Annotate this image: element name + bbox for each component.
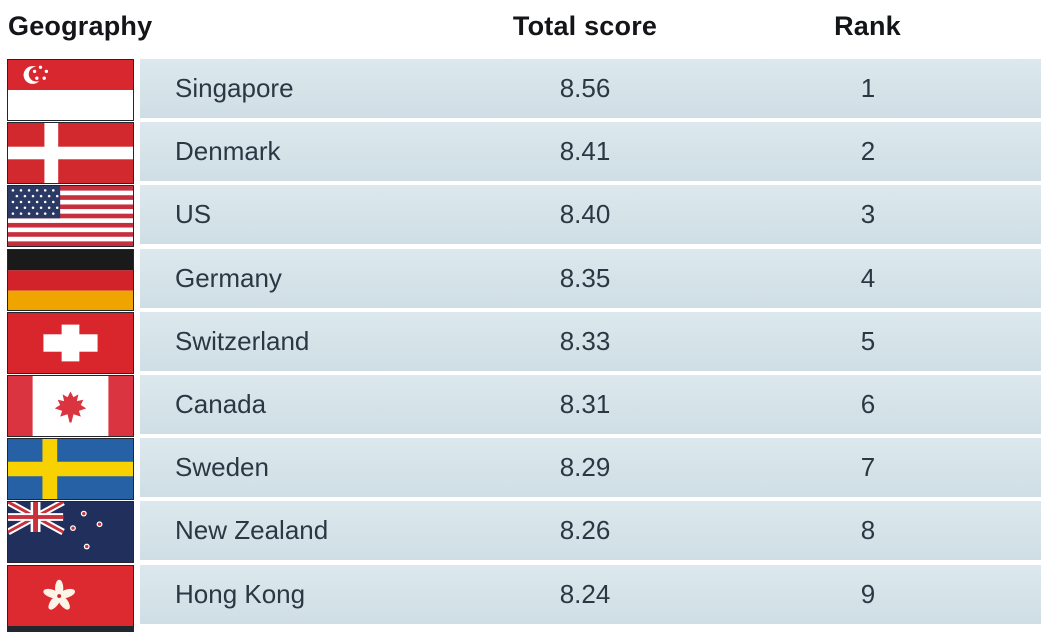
- table-row: Denmark 8.41 2: [0, 122, 1041, 185]
- sweden-flag-icon: [7, 438, 134, 501]
- country-name: Singapore: [175, 73, 294, 103]
- table-row: Canada 8.31 6: [0, 375, 1041, 438]
- canada-flag-icon: [7, 375, 134, 437]
- table-row: Switzerland 8.33 5: [0, 311, 1041, 375]
- country-name: Hong Kong: [175, 578, 306, 609]
- total-score-value: 8.56: [559, 73, 611, 103]
- column-header-total-score: Total score: [512, 11, 658, 41]
- row-band: Germany 8.35 4: [140, 248, 1041, 308]
- row-band: Singapore 8.56 1: [140, 59, 1041, 118]
- country-name: Sweden: [175, 452, 269, 483]
- table-row: Singapore 8.56 1: [0, 59, 1041, 122]
- singapore-flag-icon: [7, 59, 134, 121]
- rank-value: 8: [860, 515, 876, 546]
- rank-value: 9: [860, 578, 876, 609]
- total-score-value: 8.31: [559, 389, 611, 419]
- partial-next-flag-icon: [7, 627, 134, 632]
- new-zealand-flag-icon: [7, 501, 134, 564]
- us-flag-icon: [7, 185, 134, 248]
- row-band: Canada 8.31 6: [140, 375, 1041, 434]
- total-score-value: 8.41: [559, 136, 611, 167]
- country-name: Germany: [175, 262, 282, 293]
- rank-value: 6: [860, 389, 876, 419]
- total-score-value: 8.40: [559, 199, 611, 230]
- row-band: Denmark 8.41 2: [140, 122, 1041, 182]
- country-name: Denmark: [175, 136, 281, 167]
- total-score-value: 8.29: [559, 452, 611, 483]
- rank-value: 5: [860, 325, 876, 356]
- country-name: Canada: [175, 389, 267, 419]
- rank-value: 3: [860, 199, 876, 230]
- total-score-value: 8.33: [559, 325, 611, 356]
- row-band: Switzerland 8.33 5: [140, 311, 1041, 371]
- germany-flag-icon: [7, 248, 134, 311]
- total-score-value: 8.26: [559, 515, 611, 546]
- row-band: Sweden 8.29 7: [140, 438, 1041, 498]
- total-score-value: 8.35: [559, 262, 611, 293]
- hong-kong-flag-icon: [7, 564, 134, 627]
- row-band: Hong Kong 8.24 9: [140, 564, 1041, 624]
- rank-value: 7: [860, 452, 876, 483]
- table-row: US 8.40 3: [0, 185, 1041, 248]
- rank-value: 4: [860, 262, 876, 293]
- rank-value: 2: [860, 136, 876, 167]
- column-header-geography: Geography: [8, 11, 153, 41]
- total-score-value: 8.24: [559, 578, 611, 609]
- row-band: US 8.40 3: [140, 185, 1041, 245]
- table-row: Hong Kong 8.24 9: [0, 564, 1041, 628]
- country-name: New Zealand: [175, 515, 329, 546]
- table-row: Germany 8.35 4: [0, 248, 1041, 312]
- table-row: New Zealand 8.26 8: [0, 501, 1041, 564]
- country-name: Switzerland: [175, 325, 310, 356]
- switzerland-flag-icon: [7, 311, 134, 374]
- table-row: Sweden 8.29 7: [0, 438, 1041, 501]
- row-band: New Zealand 8.26 8: [140, 501, 1041, 561]
- column-header-rank: Rank: [834, 11, 901, 41]
- denmark-flag-icon: [7, 122, 134, 185]
- rank-value: 1: [860, 73, 876, 103]
- country-name: US: [175, 199, 212, 230]
